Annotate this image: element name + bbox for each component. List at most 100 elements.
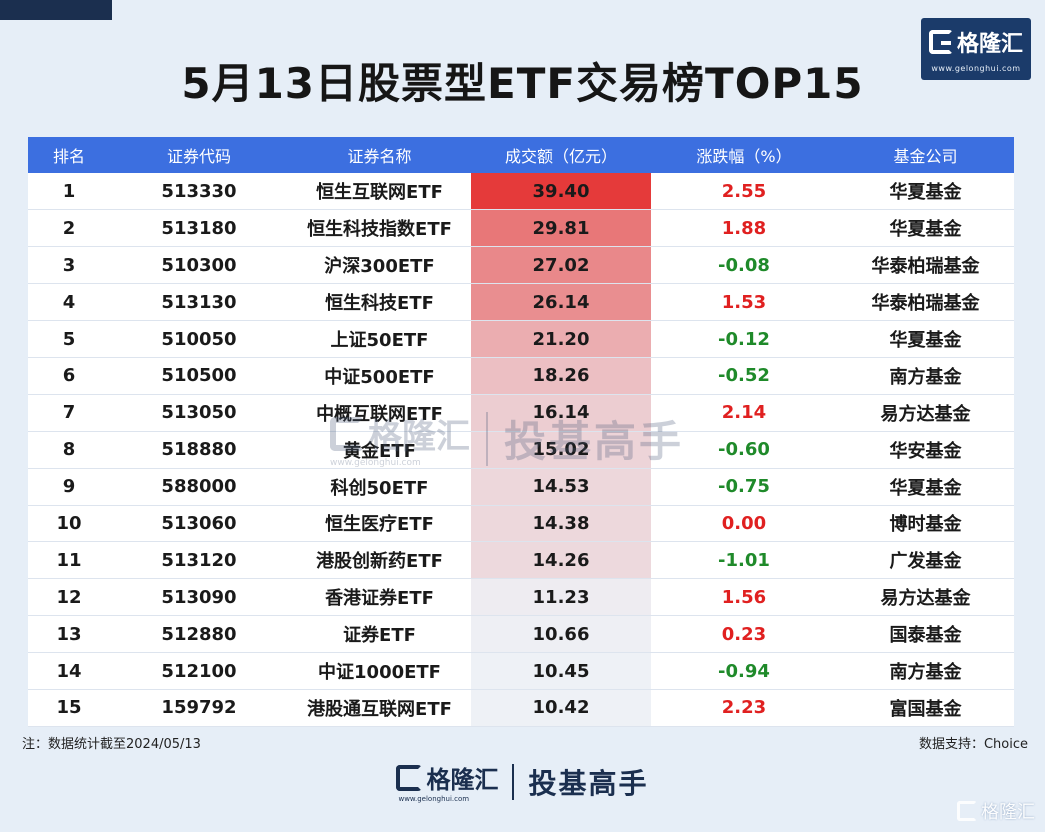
company-cell: 南方基金	[837, 357, 1014, 395]
rank-cell: 9	[28, 468, 110, 506]
table-header-row: 排名 证券代码 证券名称 成交额（亿元） 涨跌幅（%） 基金公司	[28, 137, 1014, 173]
footer-brand-name: 格隆汇	[426, 766, 499, 794]
footer-divider	[512, 763, 515, 800]
amount-cell: 14.38	[471, 505, 651, 543]
corner-logo-icon	[957, 801, 977, 821]
name-cell: 中证500ETF	[288, 357, 471, 395]
table-row: 14 512100 中证1000ETF 10.45 -0.94 南方基金	[28, 652, 1014, 690]
change-cell: -0.08	[651, 246, 837, 285]
column-header: 证券代码	[110, 137, 288, 173]
table-row: 1 513330 恒生互联网ETF 39.40 2.55 华夏基金	[28, 173, 1014, 211]
amount-cell: 10.45	[471, 652, 651, 690]
table-row: 10 513060 恒生医疗ETF 14.38 0.00 博时基金	[28, 505, 1014, 543]
name-cell: 中概互联网ETF	[288, 394, 471, 432]
name-cell: 香港证券ETF	[288, 578, 471, 617]
change-cell: 0.00	[651, 505, 837, 543]
amount-cell: 10.42	[471, 689, 651, 727]
change-cell: -0.75	[651, 468, 837, 506]
company-cell: 广发基金	[837, 541, 1014, 580]
code-cell: 513130	[110, 283, 288, 322]
code-cell: 512100	[110, 652, 288, 690]
code-cell: 513060	[110, 505, 288, 543]
table-row: 6 510500 中证500ETF 18.26 -0.52 南方基金	[28, 357, 1014, 395]
amount-cell: 26.14	[471, 283, 651, 322]
change-cell: -0.60	[651, 431, 837, 469]
name-cell: 恒生互联网ETF	[288, 173, 471, 211]
corner-watermark: 格隆汇	[957, 798, 1035, 824]
change-cell: -0.94	[651, 652, 837, 690]
rank-cell: 2	[28, 209, 110, 248]
company-cell: 南方基金	[837, 652, 1014, 690]
amount-cell: 10.66	[471, 615, 651, 654]
amount-cell: 27.02	[471, 246, 651, 285]
amount-cell: 18.26	[471, 357, 651, 395]
rank-cell: 8	[28, 431, 110, 469]
name-cell: 沪深300ETF	[288, 246, 471, 285]
company-cell: 华夏基金	[837, 209, 1014, 248]
amount-cell: 14.53	[471, 468, 651, 506]
table-row: 11 513120 港股创新药ETF 14.26 -1.01 广发基金	[28, 541, 1014, 580]
rank-cell: 6	[28, 357, 110, 395]
name-cell: 港股创新药ETF	[288, 541, 471, 580]
company-cell: 华夏基金	[837, 320, 1014, 358]
name-cell: 恒生科技ETF	[288, 283, 471, 322]
data-source: 数据支持：Choice	[918, 737, 1028, 752]
rank-cell: 11	[28, 541, 110, 580]
name-cell: 黄金ETF	[288, 431, 471, 469]
code-cell: 588000	[110, 468, 288, 506]
amount-cell: 14.26	[471, 541, 651, 580]
rank-cell: 3	[28, 246, 110, 285]
rank-cell: 12	[28, 578, 110, 617]
rank-cell: 15	[28, 689, 110, 727]
brand-url: www.gelonghui.com	[931, 63, 1021, 73]
amount-cell: 21.20	[471, 320, 651, 358]
code-cell: 513090	[110, 578, 288, 617]
company-cell: 华泰柏瑞基金	[837, 246, 1014, 285]
change-cell: 1.53	[651, 283, 837, 322]
company-cell: 易方达基金	[837, 578, 1014, 617]
footer-brand: 格隆汇 www.gelonghui.com 投基高手	[0, 760, 1045, 803]
table-row: 9 588000 科创50ETF 14.53 -0.75 华夏基金	[28, 468, 1014, 506]
table-row: 12 513090 香港证券ETF 11.23 1.56 易方达基金	[28, 578, 1014, 617]
code-cell: 510300	[110, 246, 288, 285]
rank-cell: 10	[28, 505, 110, 543]
rank-cell: 7	[28, 394, 110, 432]
company-cell: 华夏基金	[837, 468, 1014, 506]
amount-cell: 15.02	[471, 431, 651, 469]
table-row: 2 513180 恒生科技指数ETF 29.81 1.88 华夏基金	[28, 209, 1014, 248]
footer-logo-icon	[396, 764, 423, 791]
company-cell: 易方达基金	[837, 394, 1014, 432]
amount-cell: 11.23	[471, 578, 651, 617]
footnote: 注：数据统计截至2024/05/13	[22, 737, 201, 752]
column-header: 基金公司	[837, 137, 1014, 173]
change-cell: -0.12	[651, 320, 837, 358]
rank-cell: 14	[28, 652, 110, 690]
change-cell: 1.88	[651, 209, 837, 248]
table-row: 3 510300 沪深300ETF 27.02 -0.08 华泰柏瑞基金	[28, 246, 1014, 285]
change-cell: 2.23	[651, 689, 837, 727]
code-cell: 513180	[110, 209, 288, 248]
change-cell: -0.52	[651, 357, 837, 395]
change-cell: 1.56	[651, 578, 837, 617]
name-cell: 恒生科技指数ETF	[288, 209, 471, 248]
table-row: 7 513050 中概互联网ETF 16.14 2.14 易方达基金	[28, 394, 1014, 432]
footer-url: www.gelonghui.com	[398, 795, 470, 803]
rank-cell: 4	[28, 283, 110, 322]
brand-name: 格隆汇	[956, 31, 1023, 57]
table-row: 15 159792 港股通互联网ETF 10.42 2.23 富国基金	[28, 689, 1014, 727]
company-cell: 博时基金	[837, 505, 1014, 543]
company-cell: 富国基金	[837, 689, 1014, 727]
rank-cell: 13	[28, 615, 110, 654]
company-cell: 华泰柏瑞基金	[837, 283, 1014, 322]
amount-cell: 39.40	[471, 173, 651, 211]
code-cell: 510050	[110, 320, 288, 358]
column-header: 证券名称	[288, 137, 471, 173]
brand-logo: 格隆汇 www.gelonghui.com	[921, 18, 1031, 80]
table-row: 5 510050 上证50ETF 21.20 -0.12 华夏基金	[28, 320, 1014, 358]
change-cell: 2.14	[651, 394, 837, 432]
amount-cell: 29.81	[471, 209, 651, 248]
column-header: 排名	[28, 137, 110, 173]
name-cell: 证券ETF	[288, 615, 471, 654]
change-cell: 0.23	[651, 615, 837, 654]
corner-brand: 格隆汇	[981, 802, 1035, 823]
